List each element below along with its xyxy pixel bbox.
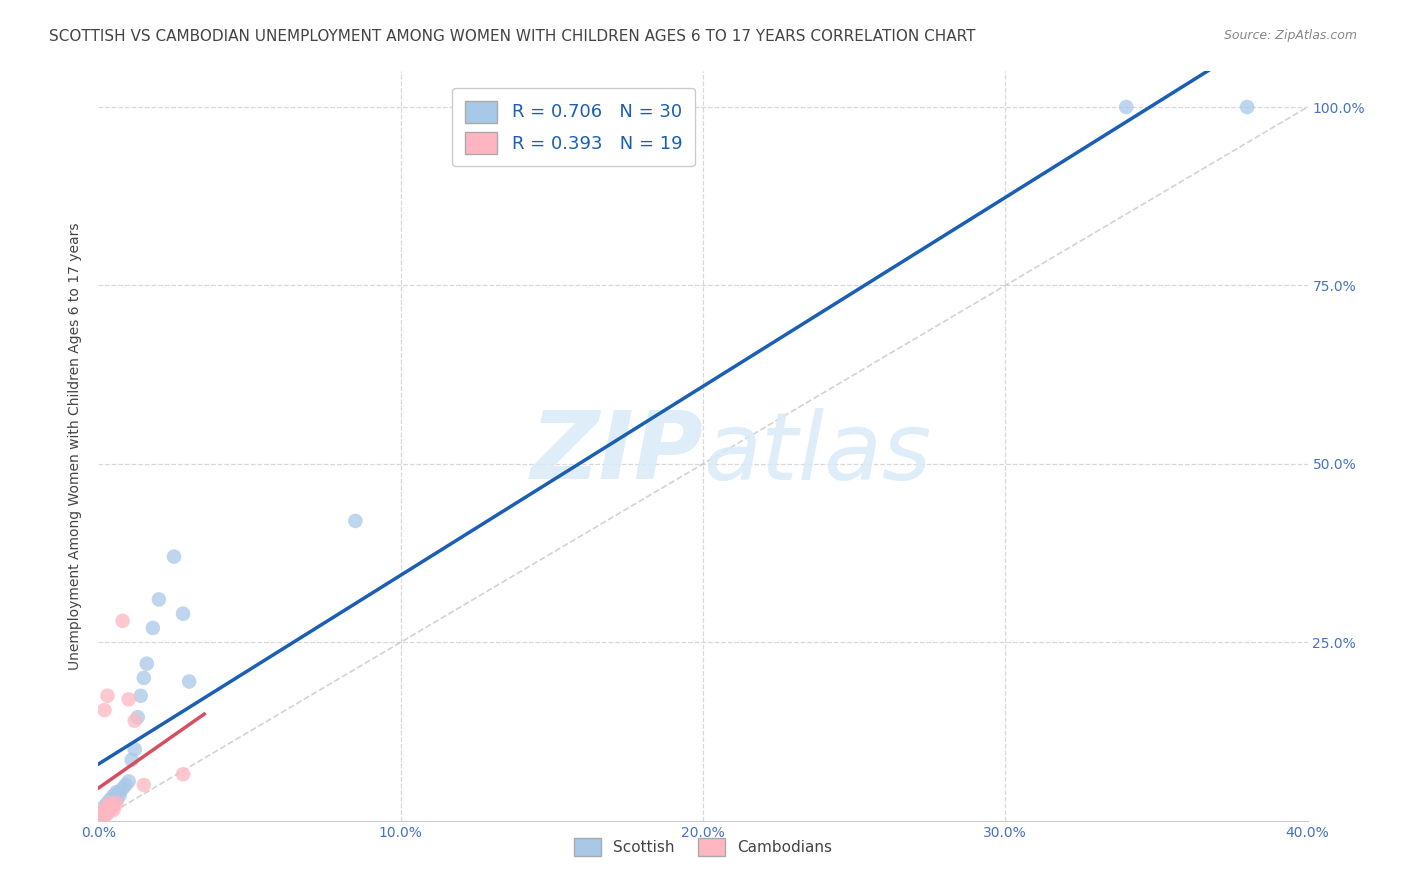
Point	[132, 778, 155, 792]
Point	[114, 778, 136, 792]
Point	[103, 803, 125, 817]
Point	[90, 806, 112, 821]
Point	[105, 796, 128, 810]
Point	[100, 803, 122, 817]
Point	[1236, 100, 1258, 114]
Point	[105, 785, 128, 799]
Point	[96, 806, 118, 821]
Point	[93, 799, 115, 814]
Point	[142, 621, 165, 635]
Point	[118, 774, 141, 789]
Point	[179, 674, 201, 689]
Point	[93, 806, 115, 821]
Point	[96, 799, 118, 814]
Point	[100, 792, 122, 806]
Point	[124, 714, 146, 728]
Point	[121, 753, 143, 767]
Point	[96, 803, 118, 817]
Point	[111, 781, 134, 796]
Point	[90, 810, 112, 824]
Point	[1115, 100, 1137, 114]
Point	[132, 671, 155, 685]
Point	[148, 592, 170, 607]
Point	[103, 796, 125, 810]
Point	[100, 799, 122, 814]
Text: SCOTTISH VS CAMBODIAN UNEMPLOYMENT AMONG WOMEN WITH CHILDREN AGES 6 TO 17 YEARS : SCOTTISH VS CAMBODIAN UNEMPLOYMENT AMONG…	[49, 29, 976, 44]
Point	[111, 614, 134, 628]
Point	[344, 514, 367, 528]
Point	[103, 799, 125, 814]
Point	[93, 803, 115, 817]
Point	[118, 692, 141, 706]
Point	[108, 785, 131, 799]
Point	[93, 810, 115, 824]
Legend: Scottish, Cambodians: Scottish, Cambodians	[564, 829, 842, 865]
Point	[96, 796, 118, 810]
Point	[105, 792, 128, 806]
Point	[96, 689, 118, 703]
Point	[90, 810, 112, 824]
Point	[129, 689, 152, 703]
Point	[127, 710, 149, 724]
Text: atlas: atlas	[703, 408, 931, 499]
Point	[135, 657, 157, 671]
Y-axis label: Unemployment Among Women with Children Ages 6 to 17 years: Unemployment Among Women with Children A…	[69, 222, 83, 670]
Point	[124, 742, 146, 756]
Point	[108, 789, 131, 803]
Point	[103, 789, 125, 803]
Point	[93, 703, 115, 717]
Text: ZIP: ZIP	[530, 408, 703, 500]
Point	[93, 806, 115, 821]
Point	[100, 796, 122, 810]
Point	[172, 767, 194, 781]
Point	[163, 549, 186, 564]
Text: Source: ZipAtlas.com: Source: ZipAtlas.com	[1223, 29, 1357, 42]
Point	[172, 607, 194, 621]
